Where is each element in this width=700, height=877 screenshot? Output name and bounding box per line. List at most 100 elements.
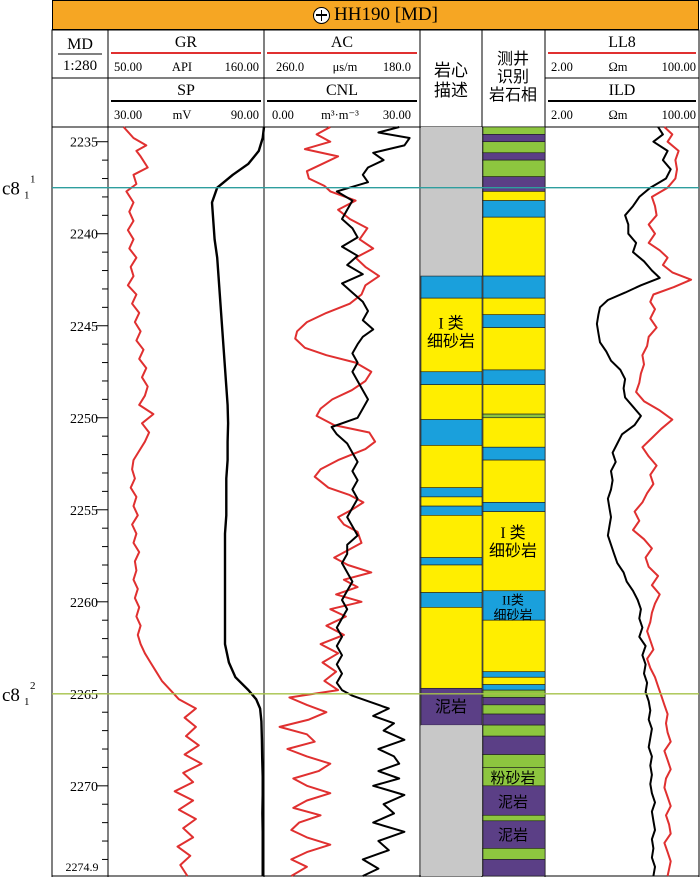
core-header-line2: 描述 — [434, 81, 468, 100]
gr-header-unit: API — [172, 60, 192, 74]
gr-header-min: 50.00 — [114, 60, 142, 74]
log-facies-track — [482, 126, 546, 877]
core-interval-sand-I — [420, 297, 483, 373]
facies-interval-sand-I — [482, 216, 546, 277]
facies-lithology-label: 粉砂岩 — [490, 770, 535, 787]
facies-header-line2: 识别 — [497, 68, 529, 86]
facies-interval-sand-II — [482, 275, 546, 299]
facies-interval-siltstone — [482, 413, 546, 419]
bottom-depth-label: 2274.9 — [66, 860, 99, 874]
horizon-label-sup: 2 — [30, 680, 36, 692]
horizon-label-sup: 1 — [30, 174, 36, 186]
core-interval-sand-I — [420, 445, 483, 488]
facies-interval-sand-II — [482, 502, 546, 512]
gr-header-max: 160.00 — [225, 60, 259, 74]
core-interval-sand-II — [420, 557, 483, 566]
facies-lithology-label: 细砂岩 — [489, 542, 537, 560]
facies-interval-sand-II — [482, 446, 546, 461]
core-lithology-label: I 类 — [438, 314, 463, 332]
facies-interval-sand-I — [482, 384, 546, 415]
ild-header-name: ILD — [609, 82, 636, 99]
facies-interval-siltstone — [482, 814, 546, 822]
well-title-bar: HH190 [MD] — [52, 0, 699, 30]
depth-tick-label: 2245 — [70, 320, 98, 335]
facies-header-line3: 岩石相 — [489, 86, 537, 104]
sp-header-unit: mV — [173, 108, 192, 122]
facies-interval-mudstone — [482, 859, 546, 877]
md-scale-label: 1:280 — [63, 58, 97, 74]
horizon-label: c8 — [2, 179, 20, 200]
log-curves — [122, 126, 693, 877]
core-lithology-label: 细砂岩 — [427, 332, 475, 350]
facies-interval-mudstone — [482, 176, 546, 192]
facies-interval-mudstone — [482, 152, 546, 161]
facies-interval-sand-I — [482, 619, 546, 673]
ac-curve — [278, 126, 381, 877]
depth-tick-label: 2265 — [70, 688, 98, 703]
facies-interval-siltstone — [482, 724, 546, 737]
facies-interval-mudstone — [482, 820, 546, 849]
facies-interval-sand-I — [482, 511, 546, 592]
facies-interval-siltstone — [482, 704, 546, 715]
depth-tick-label: 2250 — [70, 412, 98, 427]
facies-header-line1: 测井 — [497, 50, 529, 68]
ll8-header-name: LL8 — [608, 34, 636, 51]
facies-lithology-label: 细砂岩 — [493, 607, 532, 622]
ild-header-min: 2.00 — [551, 108, 573, 122]
facies-interval-siltstone — [482, 141, 546, 154]
cnl-header-name: CNL — [326, 82, 358, 99]
facies-lithology-label: II类 — [502, 592, 524, 607]
ll8-header-unit: Ωm — [608, 60, 627, 74]
ild-curve — [595, 126, 672, 877]
sp-header-min: 30.00 — [114, 108, 142, 122]
ac-header-max: 180.0 — [383, 60, 411, 74]
facies-interval-mudstone — [482, 697, 546, 706]
core-interval-sand-I — [420, 384, 483, 420]
core-interval-sand-II — [420, 419, 483, 446]
core-interval-core-gap — [421, 127, 482, 277]
core-lithology-label: 泥岩 — [435, 698, 467, 716]
sp-header-max: 90.00 — [231, 108, 259, 122]
cnl-header-unit: m³·m⁻³ — [321, 108, 359, 122]
facies-interval-mudstone — [482, 785, 546, 816]
facies-interval-sand-II — [482, 590, 546, 621]
well-title: HH190 [MD] — [334, 4, 438, 25]
sp-curve — [210, 126, 266, 876]
facies-interval-mudstone — [482, 134, 546, 143]
depth-tick-label: 2235 — [70, 136, 98, 151]
facies-interval-sand-I — [482, 297, 546, 316]
facies-interval-sand-II — [482, 200, 546, 218]
facies-interval-siltstone — [482, 848, 546, 860]
facies-interval-sand-I — [482, 327, 546, 371]
core-interval-sand-II — [420, 505, 483, 516]
cnl-header-min: 0.00 — [272, 108, 294, 122]
facies-interval-sand-I — [482, 676, 546, 685]
target-circle-icon — [313, 6, 331, 24]
depth-tick-label: 2240 — [70, 228, 98, 243]
facies-lithology-label: I 类 — [500, 524, 525, 542]
facies-interval-siltstone — [482, 159, 546, 177]
core-interval-sand-II — [420, 371, 483, 385]
core-interval-core-gap — [421, 725, 482, 876]
header-grid — [51, 29, 700, 877]
facies-interval-sand-I — [482, 459, 546, 503]
facies-lithology-label: 泥岩 — [498, 794, 528, 811]
ac-header-min: 260.0 — [276, 60, 304, 74]
sp-header-name: SP — [177, 82, 195, 99]
facies-interval-mudstone — [482, 735, 546, 755]
facies-interval-sand-II — [482, 684, 546, 691]
facies-interval-sand-II — [482, 369, 546, 385]
depth-tick-label: 2255 — [70, 504, 98, 519]
core-interval-sand-II — [420, 592, 483, 608]
facies-interval-sand-I — [482, 191, 546, 201]
depth-track: 2235 2240 2245 2250 2255 2260 2265 2270 — [70, 136, 108, 860]
md-header-label: MD — [67, 36, 93, 53]
facies-lithology-label: 泥岩 — [498, 827, 528, 844]
facies-interval-sand-II — [482, 671, 546, 678]
core-interval-sand-I — [420, 607, 483, 689]
ll8-header-min: 2.00 — [551, 60, 573, 74]
core-interval-sand-II — [420, 275, 483, 299]
ll8-header-max: 100.00 — [662, 60, 696, 74]
